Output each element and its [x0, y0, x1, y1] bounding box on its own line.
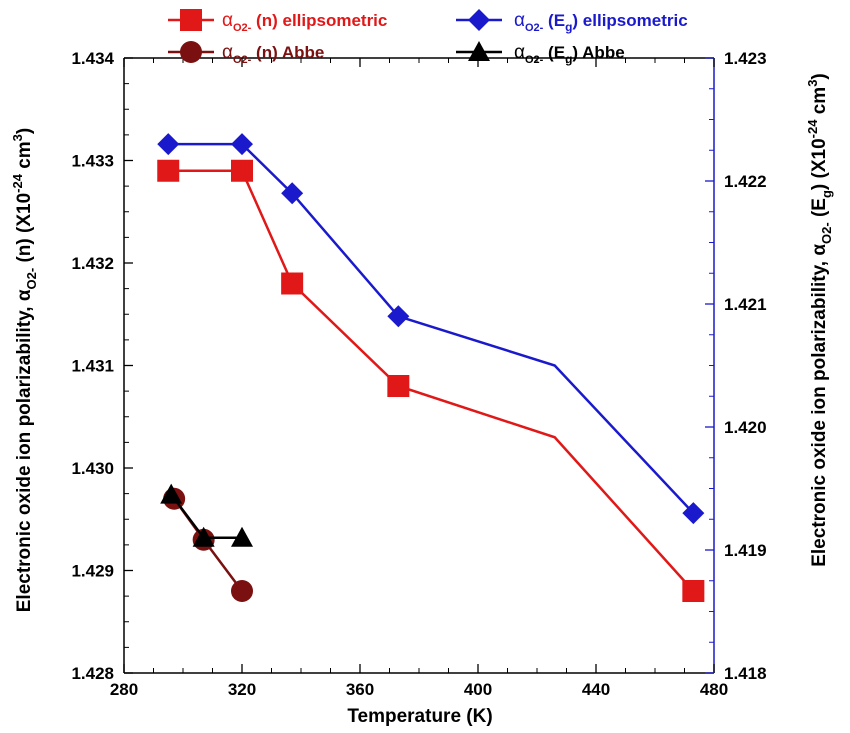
right-axis-title-close: ) [809, 73, 830, 79]
right-tick-label: 1.419 [724, 541, 767, 560]
data-point [160, 483, 183, 504]
data-point [682, 580, 705, 602]
left-axis-title-end: cm [14, 141, 35, 174]
left-axis-title-sub: O2- [24, 268, 39, 290]
legend-item: αO2- (Eg) Abbe [456, 41, 625, 66]
data-point [157, 133, 180, 156]
legend-marker [468, 9, 490, 31]
legend-label: αO2- (n) Abbe [222, 42, 324, 66]
right-tick-label: 1.422 [724, 172, 767, 191]
x-tick-label: 320 [228, 680, 256, 699]
left-tick-label: 1.433 [71, 152, 114, 171]
right-axis-title-sub2: g [819, 190, 834, 198]
legend-symbol: α [514, 42, 525, 63]
legend-mid: (E [543, 43, 565, 62]
data-point [231, 580, 253, 602]
legend-subscript: O2- [233, 22, 252, 34]
legend-label: αO2- (Eg) ellipsometric [514, 10, 688, 34]
right-axis-title-sub: O2- [819, 222, 834, 244]
series-3 [160, 483, 253, 547]
right-axis-title-end: cm [809, 87, 830, 120]
x-tick-label: 480 [700, 680, 728, 699]
legend-marker [180, 41, 202, 63]
legend-symbol: α [222, 42, 233, 63]
left-axis-title-sup2: 3 [10, 134, 25, 141]
legend-item: αO2- (n) Abbe [168, 41, 324, 66]
left-axis-title-close: ) [14, 128, 35, 134]
series-1 [157, 133, 705, 525]
data-point [231, 133, 253, 156]
legend-tail: Abbe [278, 43, 325, 62]
legend-mid: (n) [251, 43, 277, 62]
data-point [281, 182, 304, 205]
right-axis-title: Electronic oxide ion polarizability, αO2… [805, 73, 834, 567]
legend-subscript: O2- [525, 54, 544, 66]
data-point [281, 272, 304, 295]
left-tick-label: 1.431 [71, 357, 114, 376]
right-axis-title-mid: (E [809, 198, 830, 222]
series-line [168, 142, 695, 514]
legend-item: αO2- (Eg) ellipsometric [456, 9, 688, 34]
legend-tail: ) ellipsometric [572, 11, 687, 30]
x-tick-label: 280 [110, 680, 138, 699]
x-tick-label: 440 [582, 680, 610, 699]
legend-subscript-2: g [565, 52, 572, 66]
legend-symbol: α [514, 10, 525, 31]
data-point [157, 159, 180, 182]
right-tick-label: 1.420 [724, 418, 767, 437]
data-point [231, 159, 253, 182]
right-tick-label: 1.423 [724, 49, 767, 68]
right-axis-title-sup2: 3 [805, 80, 820, 87]
x-tick-label: 360 [346, 680, 374, 699]
legend-tail: ) Abbe [572, 43, 624, 62]
right-tick-label: 1.418 [724, 664, 767, 683]
left-axis-title-sup: -24 [10, 173, 25, 193]
x-tick-label: 400 [464, 680, 492, 699]
series-line [168, 169, 695, 592]
legend-label: αO2- (n) ellipsometric [222, 10, 387, 34]
right-axis-title-main: Electronic oxide ion polarizability, α [809, 244, 830, 567]
legend-label: αO2- (Eg) Abbe [514, 42, 625, 66]
legend-symbol: α [222, 10, 233, 31]
series-0 [157, 159, 705, 602]
data-point [192, 526, 215, 547]
data-point [682, 502, 705, 525]
data-point [231, 526, 253, 547]
right-axis-title-sup: -24 [805, 119, 820, 139]
legend-mid: (E [543, 11, 565, 30]
legend-mid: (n) [251, 11, 277, 30]
left-axis-title-main: Electronic oxide ion polarizability, α [14, 289, 35, 612]
legend-subscript: O2- [525, 22, 544, 34]
legend-subscript-2: g [565, 20, 572, 34]
left-axis-title: Electronic oxide ion polarizability, αO2… [10, 128, 39, 613]
left-tick-label: 1.434 [71, 49, 114, 68]
legend-subscript: O2- [233, 54, 252, 66]
right-tick-label: 1.421 [724, 295, 767, 314]
legend-item: αO2- (n) ellipsometric [168, 9, 387, 34]
left-tick-label: 1.428 [71, 664, 114, 683]
data-point [387, 305, 410, 328]
left-tick-label: 1.432 [71, 254, 114, 273]
x-axis-title: Temperature (K) [347, 706, 492, 727]
legend-marker [468, 41, 490, 61]
legend-marker [180, 9, 202, 31]
left-axis-title-mid: (n) (X10 [14, 193, 35, 268]
right-axis-title-mid2: ) (X10 [809, 138, 830, 190]
left-tick-label: 1.430 [71, 459, 114, 478]
legend-tail: ellipsometric [278, 11, 388, 30]
left-tick-label: 1.429 [71, 562, 114, 581]
data-point [387, 375, 410, 397]
